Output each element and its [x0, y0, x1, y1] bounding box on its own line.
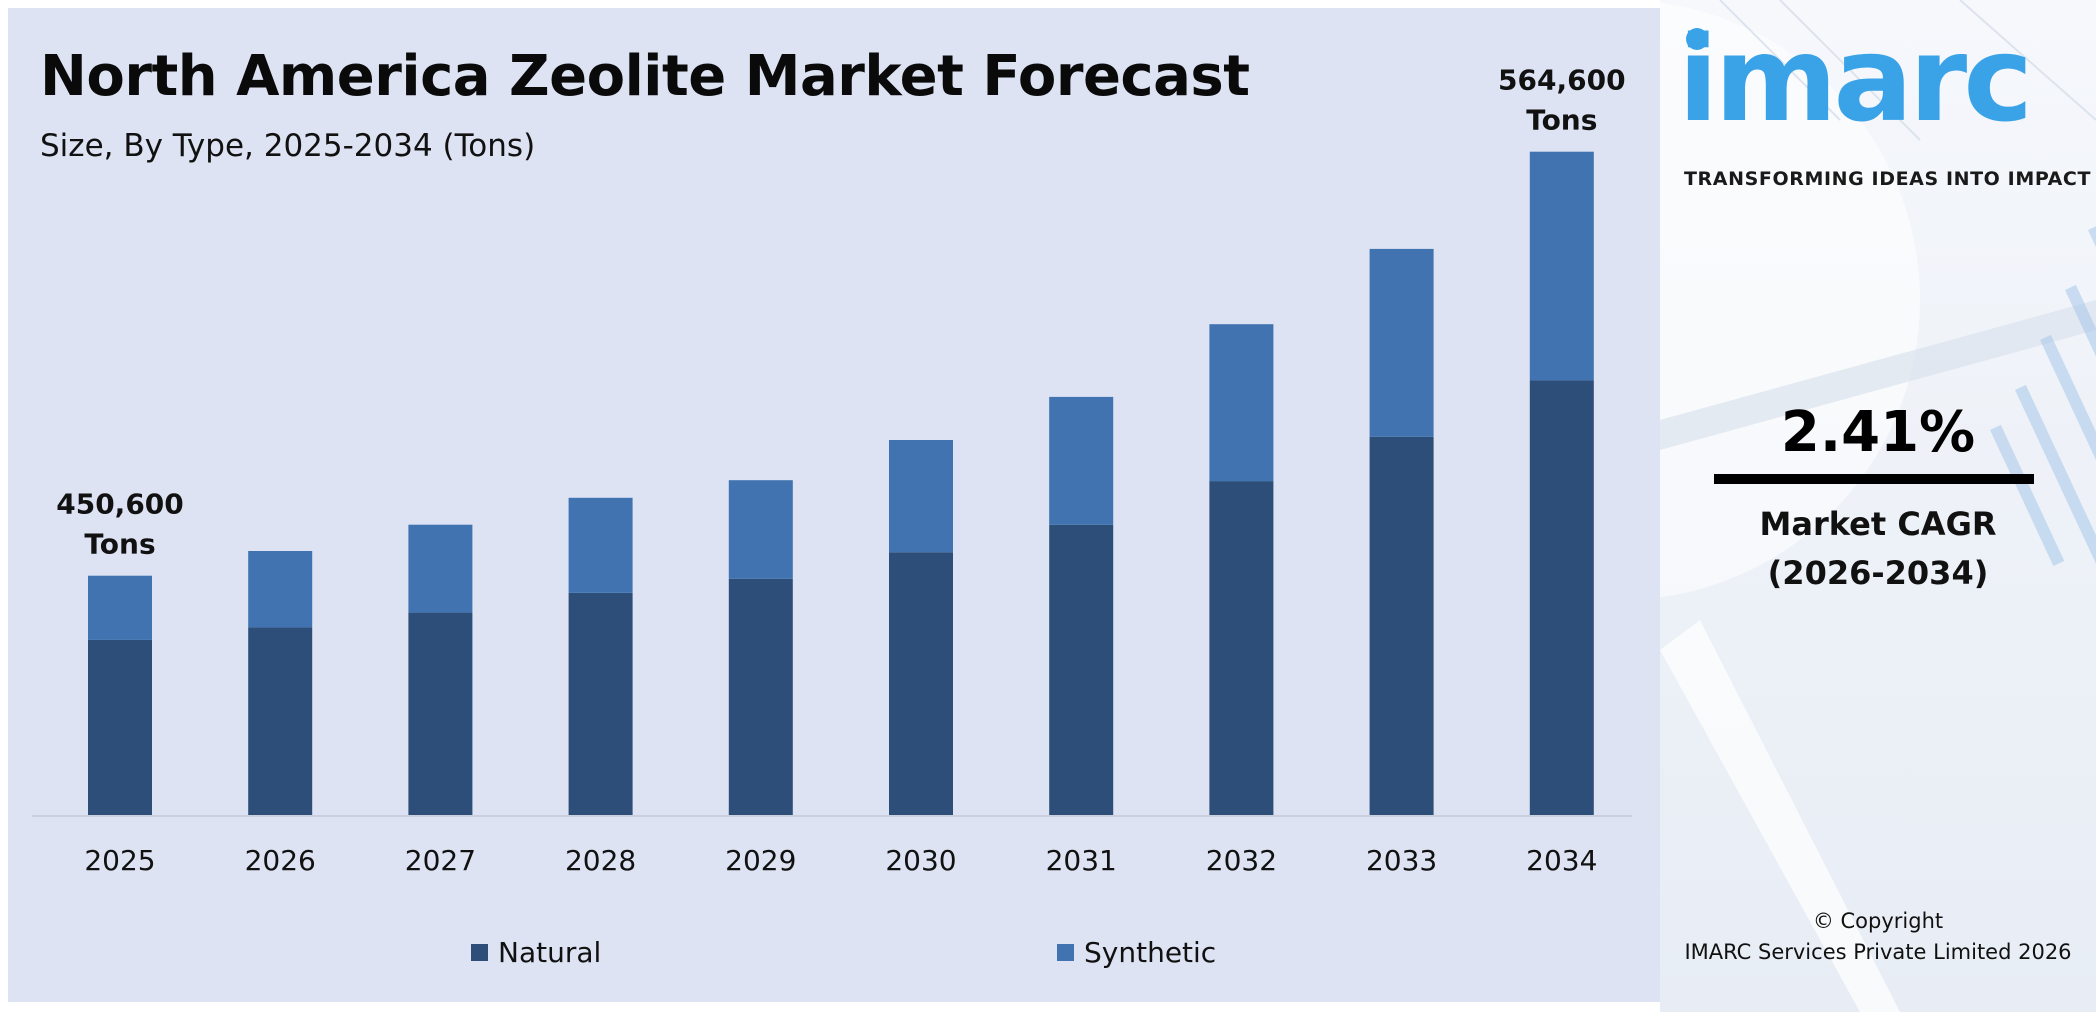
x-tick-2027: 2027	[405, 844, 476, 877]
bar-synthetic-2029	[728, 480, 793, 579]
x-tick-2034: 2034	[1526, 844, 1597, 877]
bar-natural-2025	[88, 639, 152, 816]
bar-synthetic-2034	[1529, 151, 1594, 381]
bar-natural-2026	[248, 627, 313, 816]
logo-tagline: TRANSFORMING IDEAS INTO IMPACT	[1684, 168, 2092, 190]
bar-synthetic-2025	[88, 575, 152, 640]
cagr-divider	[1714, 474, 2034, 484]
cagr-value: 2.41%	[1780, 400, 1976, 465]
bar-synthetic-2030	[889, 440, 953, 553]
legend-swatch-natural	[471, 943, 488, 961]
bar-synthetic-2033	[1369, 248, 1434, 437]
side-panel: imarc TRANSFORMING IDEAS INTO IMPACT 2.4…	[1660, 0, 2096, 1012]
bar-synthetic-2027	[408, 524, 473, 613]
x-tick-2029: 2029	[725, 844, 796, 877]
imarc-logo: imarc	[1678, 10, 2033, 148]
x-tick-labels: 2025 2026 2027 2028 2029 2030 2031 2032 2033 2034	[84, 844, 1597, 877]
total-label-2025-line-1: 450,600	[56, 488, 184, 521]
bar-synthetic-2032	[1209, 324, 1274, 482]
cagr-label-line-1: Market CAGR	[1759, 505, 1997, 543]
logo-dot	[1686, 28, 1708, 50]
legend-swatch-synthetic	[1057, 943, 1074, 961]
bar-natural-2031	[1049, 524, 1114, 816]
bar-chart: 2025 2026 2027 2028 2029 2030 2031 2032 2033 2034…	[32, 64, 1632, 877]
bar-natural-2028	[568, 592, 633, 816]
bar-synthetic-2026	[248, 551, 313, 628]
chart-title: North America Zeolite Market Forecast	[40, 44, 1250, 109]
total-label-2034-line-1: 564,600	[1498, 64, 1626, 97]
x-tick-2033: 2033	[1366, 844, 1437, 877]
x-tick-2026: 2026	[245, 844, 316, 877]
bar-natural-2034	[1529, 380, 1594, 816]
legend-item-natural: Natural	[471, 934, 601, 970]
bar-synthetic-2031	[1049, 396, 1114, 525]
x-tick-2030: 2030	[885, 844, 956, 877]
bar-natural-2032	[1209, 481, 1274, 816]
legend-label-natural: Natural	[498, 935, 602, 969]
legend-item-synthetic: Synthetic	[1057, 934, 1216, 970]
value-annotations: 450,600 Tons 564,600 Tons	[56, 64, 1625, 561]
total-label-2034-line-2: Tons	[1526, 104, 1597, 137]
bar-natural-2027	[408, 612, 473, 816]
x-tick-2032: 2032	[1206, 844, 1277, 877]
bar-natural-2029	[728, 578, 793, 816]
total-label-2025-line-2: Tons	[84, 528, 155, 561]
cagr-label: Market CAGR (2026-2034)	[1660, 500, 2096, 598]
legend-label-synthetic: Synthetic	[1084, 935, 1217, 969]
decorative-background	[1660, 0, 2096, 1012]
cagr-label-line-2: (2026-2034)	[1767, 554, 1989, 592]
bar-synthetic-2028	[568, 497, 633, 593]
x-tick-2031: 2031	[1046, 844, 1117, 877]
bar-natural-2030	[889, 552, 953, 816]
copyright-notice: © Copyright IMARC Services Private Limit…	[1660, 906, 2096, 968]
bar-group	[88, 151, 1594, 816]
bar-natural-2033	[1369, 436, 1434, 816]
copyright-line-1: © Copyright	[1812, 909, 1944, 933]
x-tick-2028: 2028	[565, 844, 636, 877]
chart-subtitle: Size, By Type, 2025-2034 (Tons)	[40, 128, 536, 164]
x-tick-2025: 2025	[84, 844, 155, 877]
chart-panel: North America Zeolite Market Forecast Si…	[8, 8, 1660, 1002]
copyright-line-2: IMARC Services Private Limited 2026	[1684, 940, 2072, 964]
